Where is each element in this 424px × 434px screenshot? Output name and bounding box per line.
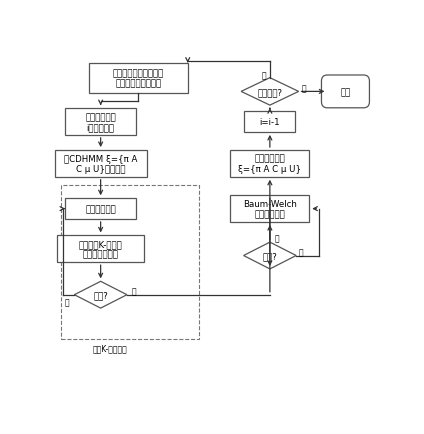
Text: 基于分段K-均值算
法估计模型参数: 基于分段K-均值算 法估计模型参数 bbox=[79, 240, 123, 259]
FancyBboxPatch shape bbox=[321, 76, 369, 108]
FancyBboxPatch shape bbox=[57, 236, 144, 263]
FancyBboxPatch shape bbox=[231, 151, 310, 178]
Polygon shape bbox=[241, 79, 298, 106]
FancyBboxPatch shape bbox=[55, 151, 147, 178]
Text: 保存模型参数
ξ={π A C μ U}: 保存模型参数 ξ={π A C μ U} bbox=[238, 155, 301, 174]
Text: 是: 是 bbox=[262, 71, 267, 80]
Text: Baum-Welch
模型参数重估: Baum-Welch 模型参数重估 bbox=[243, 200, 297, 219]
Text: 否: 否 bbox=[64, 298, 69, 307]
Text: 是: 是 bbox=[275, 234, 279, 243]
Text: 分段K-均值算法: 分段K-均值算法 bbox=[92, 343, 127, 352]
FancyBboxPatch shape bbox=[231, 196, 310, 223]
FancyBboxPatch shape bbox=[65, 199, 136, 220]
Text: 结束: 结束 bbox=[340, 88, 351, 97]
Text: 否: 否 bbox=[302, 84, 307, 93]
Polygon shape bbox=[74, 282, 127, 309]
Text: 否: 否 bbox=[299, 247, 304, 256]
Text: 是: 是 bbox=[132, 286, 137, 296]
Text: 计算和训练第
i种状态模型: 计算和训练第 i种状态模型 bbox=[85, 112, 116, 132]
FancyBboxPatch shape bbox=[65, 109, 136, 135]
FancyBboxPatch shape bbox=[89, 64, 188, 94]
Text: i=i-1: i=i-1 bbox=[259, 118, 280, 127]
Text: 选择车削状态的数目和
状态转移矩阵的结构: 选择车削状态的数目和 状态转移矩阵的结构 bbox=[113, 69, 164, 89]
FancyBboxPatch shape bbox=[244, 112, 296, 133]
Text: 收敛?: 收敛? bbox=[93, 290, 108, 299]
Text: 分段状态序列: 分段状态序列 bbox=[85, 205, 116, 214]
Text: 给CDHMM ξ={π A
C μ U}赋随机值: 给CDHMM ξ={π A C μ U}赋随机值 bbox=[64, 155, 137, 174]
Bar bbox=[61, 186, 199, 339]
Polygon shape bbox=[244, 243, 296, 269]
Text: 收敛?: 收敛? bbox=[262, 251, 277, 260]
Text: 更多状态?: 更多状态? bbox=[257, 88, 282, 97]
